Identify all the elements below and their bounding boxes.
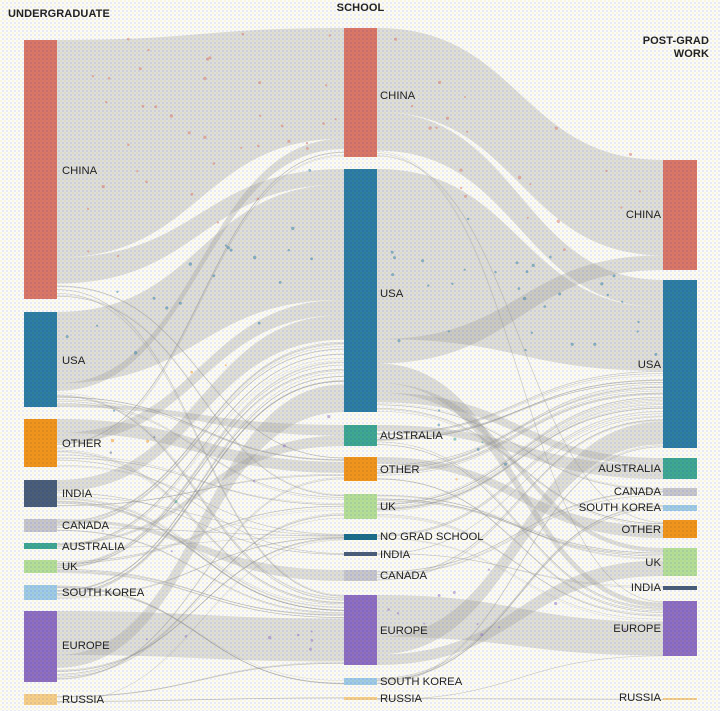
svg-text:CHINA: CHINA — [626, 209, 662, 221]
svg-text:EUROPE: EUROPE — [613, 623, 661, 635]
svg-text:OTHER: OTHER — [62, 438, 102, 450]
svg-text:USA: USA — [62, 355, 86, 367]
svg-text:RUSSIA: RUSSIA — [619, 692, 662, 704]
svg-text:WORK: WORK — [674, 48, 709, 60]
svg-text:INDIA: INDIA — [631, 582, 662, 594]
svg-text:OTHER: OTHER — [380, 464, 420, 476]
svg-text:SCHOOL: SCHOOL — [337, 2, 385, 14]
svg-text:CHINA: CHINA — [62, 165, 98, 177]
svg-text:USA: USA — [638, 359, 662, 371]
svg-text:INDIA: INDIA — [380, 549, 411, 561]
svg-text:SOUTH KOREA: SOUTH KOREA — [62, 587, 145, 599]
svg-text:UK: UK — [645, 557, 661, 569]
svg-text:EUROPE: EUROPE — [62, 640, 110, 652]
svg-text:UNDERGRADUATE: UNDERGRADUATE — [8, 8, 110, 20]
svg-text:CANADA: CANADA — [380, 570, 428, 582]
svg-text:AUSTRALIA: AUSTRALIA — [62, 541, 125, 553]
svg-text:OTHER: OTHER — [621, 524, 661, 536]
svg-text:UK: UK — [380, 501, 396, 513]
svg-text:USA: USA — [380, 288, 404, 300]
svg-text:CANADA: CANADA — [62, 520, 110, 532]
svg-text:NO GRAD SCHOOL: NO GRAD SCHOOL — [380, 531, 484, 543]
svg-text:SOUTH KOREA: SOUTH KOREA — [380, 676, 463, 688]
svg-text:RUSSIA: RUSSIA — [380, 693, 423, 705]
svg-text:CANADA: CANADA — [614, 486, 662, 498]
svg-text:POST-GRAD: POST-GRAD — [643, 35, 709, 47]
svg-text:RUSSIA: RUSSIA — [62, 694, 105, 706]
svg-text:UK: UK — [62, 561, 78, 573]
svg-text:SOUTH KOREA: SOUTH KOREA — [579, 502, 662, 514]
svg-text:AUSTRALIA: AUSTRALIA — [598, 463, 661, 475]
svg-text:CHINA: CHINA — [380, 90, 416, 102]
svg-text:INDIA: INDIA — [62, 488, 93, 500]
svg-text:EUROPE: EUROPE — [380, 625, 428, 637]
svg-text:AUSTRALIA: AUSTRALIA — [380, 430, 443, 442]
